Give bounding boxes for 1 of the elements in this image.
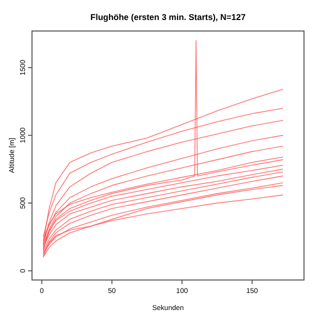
chart-title: Flughöhe (ersten 3 min. Starts), N=127 [90, 12, 246, 22]
